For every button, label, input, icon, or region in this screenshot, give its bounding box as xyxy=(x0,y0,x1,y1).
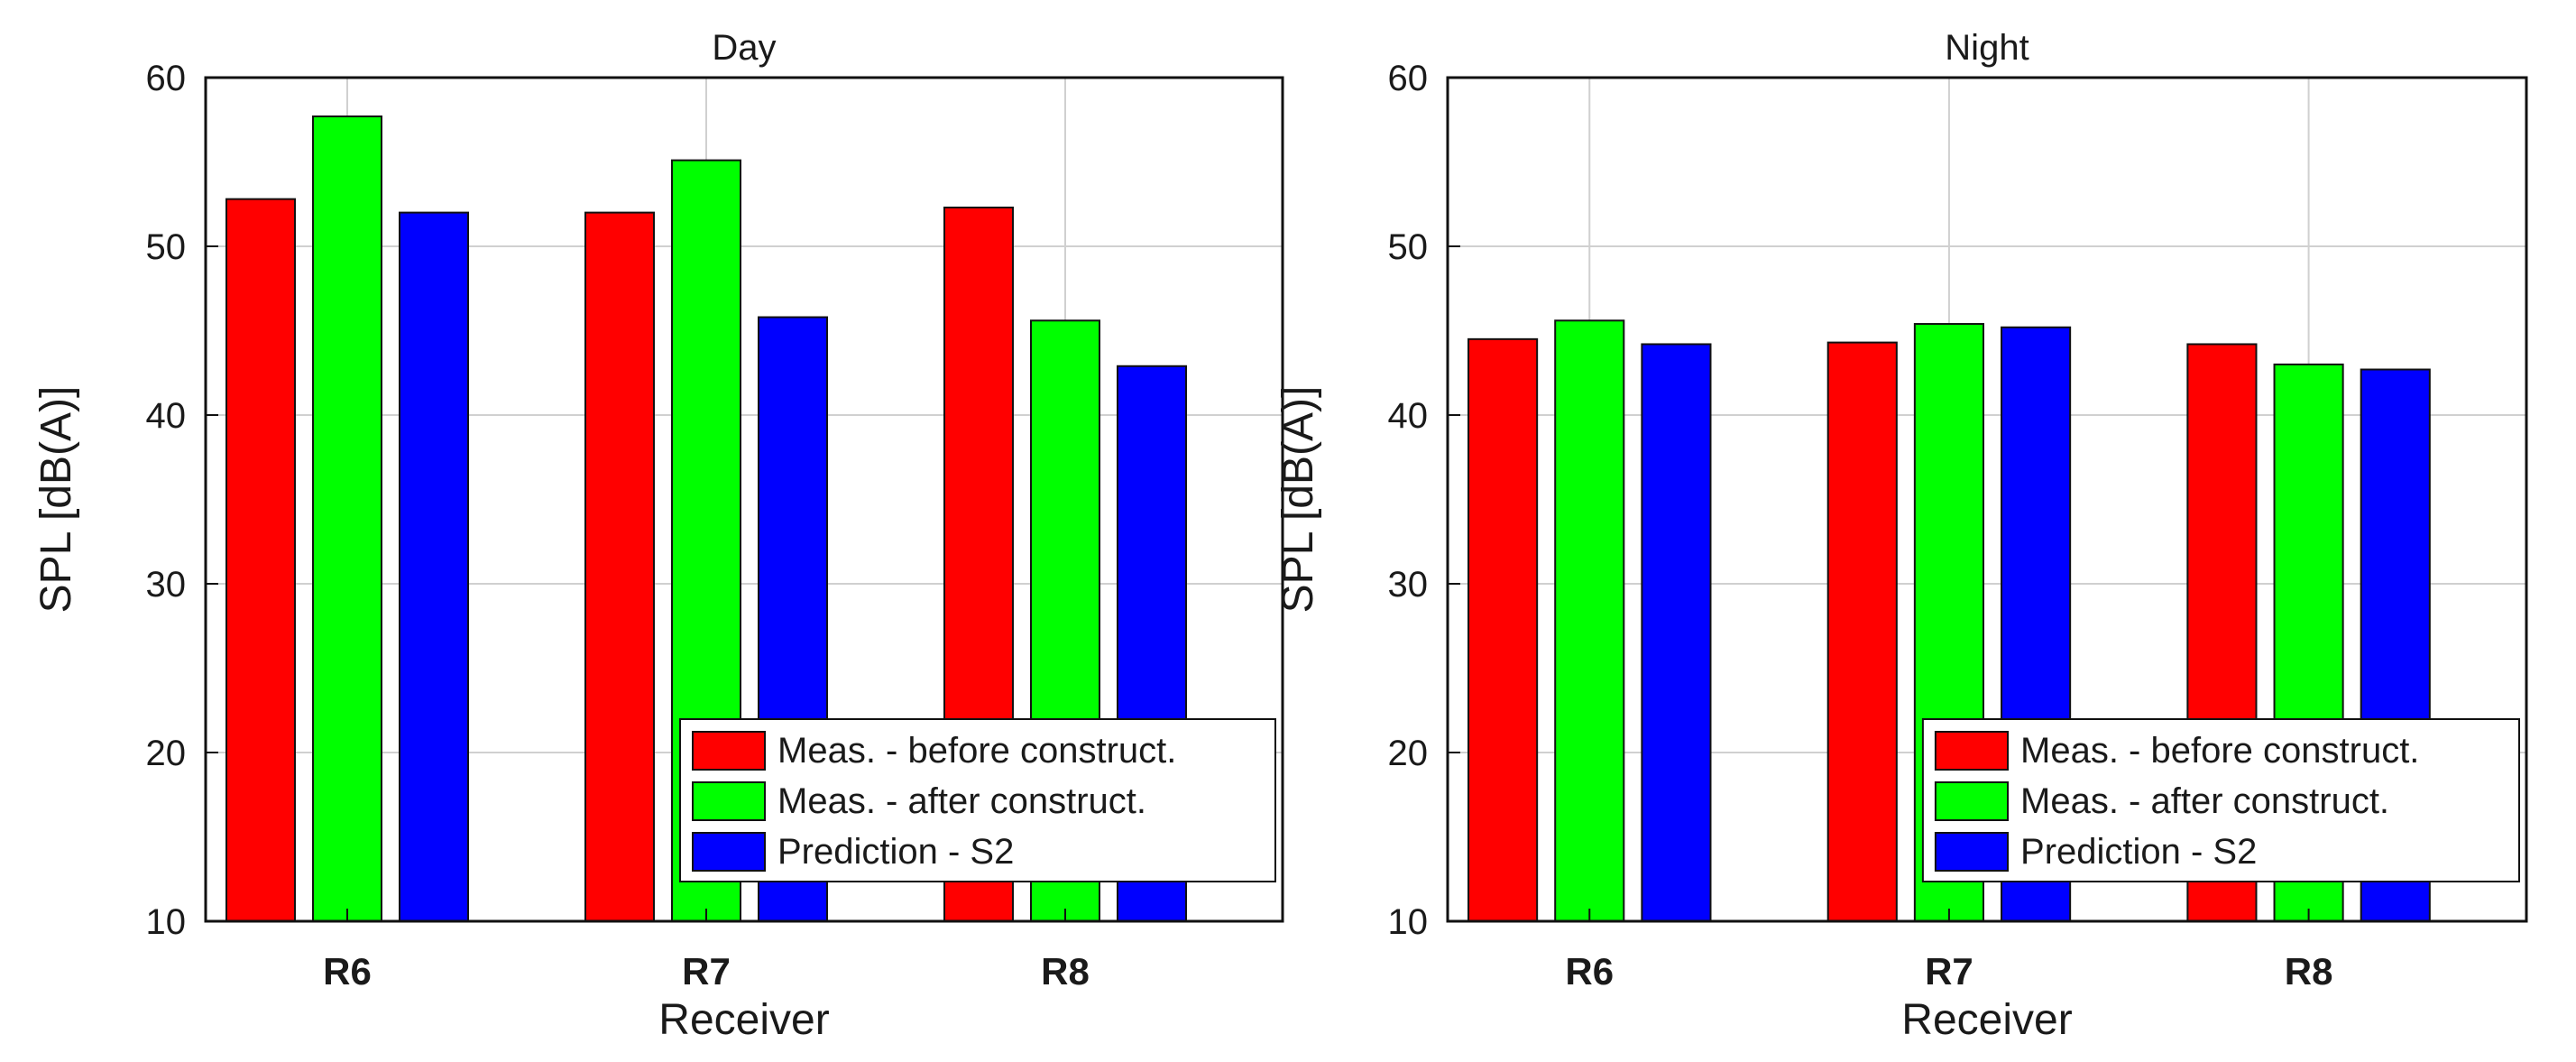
x-tick-label: R6 xyxy=(323,950,372,993)
x-tick-label: R6 xyxy=(1565,950,1614,993)
y-tick-label: 50 xyxy=(1388,227,1429,267)
y-axis-label: SPL [dB(A)] xyxy=(1274,386,1322,614)
plot-frame xyxy=(204,76,1284,923)
x-axis-label: Receiver xyxy=(1901,996,2072,1044)
legend-label-1: Meas. - before construct. xyxy=(777,731,1176,771)
y-tick-label: 40 xyxy=(1388,396,1429,436)
legend-swatch-1 xyxy=(1934,731,2010,771)
legend-label-2: Meas. - after construct. xyxy=(777,781,1146,821)
legend-swatch-2 xyxy=(1934,781,2010,821)
legend-box xyxy=(679,718,1276,882)
legend-swatch-2 xyxy=(692,781,766,821)
y-tick-label: 40 xyxy=(146,396,187,436)
bar-r6-series-2 xyxy=(1554,319,1625,922)
legend-swatch-3 xyxy=(1934,832,2010,872)
legend-label-1: Meas. - before construct. xyxy=(2020,731,2419,771)
legend-box xyxy=(1921,718,2521,882)
x-tick-label: R8 xyxy=(2285,950,2333,993)
x-tick-label: R7 xyxy=(1925,950,1973,993)
bar-r6-series-1 xyxy=(1467,337,1539,923)
y-tick-label: 60 xyxy=(146,59,187,98)
legend-label-2: Meas. - after construct. xyxy=(2020,781,2389,821)
bar-r7-series-1 xyxy=(1826,341,1898,922)
bar-r6-series-3 xyxy=(399,211,469,923)
plot-frame xyxy=(1446,76,2528,923)
y-tick-label: 30 xyxy=(146,565,187,605)
x-tick-label: R7 xyxy=(682,950,731,993)
x-axis-label: Receiver xyxy=(658,996,829,1044)
chart-panel-night: 10 20 30 40 50 60 R6 R7 R8 Night Receiver SPL [dB(A… xyxy=(1274,28,2528,1044)
legend-swatch-1 xyxy=(692,731,766,771)
y-tick-label: 10 xyxy=(1388,902,1429,942)
chart-panel-day: 10 20 30 40 50 60 R6 R7 R8 Day Receiver SPL [dB(A)]… xyxy=(32,28,1284,1044)
bar-r6-series-3 xyxy=(1641,343,1712,922)
bar-r7-series-1 xyxy=(584,211,655,923)
bar-r6-series-1 xyxy=(225,198,296,922)
y-tick-label: 50 xyxy=(146,227,187,267)
y-tick-label: 30 xyxy=(1388,565,1429,605)
legend-swatch-3 xyxy=(692,832,766,872)
chart-title: Night xyxy=(1945,28,2029,68)
legend: Meas. - before construct. Meas. - after c… xyxy=(1921,718,2521,882)
legend-label-3: Prediction - S2 xyxy=(2020,832,2257,872)
y-tick-label: 20 xyxy=(146,734,187,773)
legend: Meas. - before construct. Meas. - after c… xyxy=(679,718,1276,882)
y-tick-label: 10 xyxy=(146,902,187,942)
bar-r6-series-2 xyxy=(312,115,382,922)
y-tick-label: 60 xyxy=(1388,59,1429,98)
legend-label-3: Prediction - S2 xyxy=(777,832,1014,872)
y-axis-label: SPL [dB(A)] xyxy=(32,386,80,614)
chart-title: Day xyxy=(712,28,776,68)
y-tick-label: 20 xyxy=(1388,734,1429,773)
x-tick-label: R8 xyxy=(1041,950,1090,993)
